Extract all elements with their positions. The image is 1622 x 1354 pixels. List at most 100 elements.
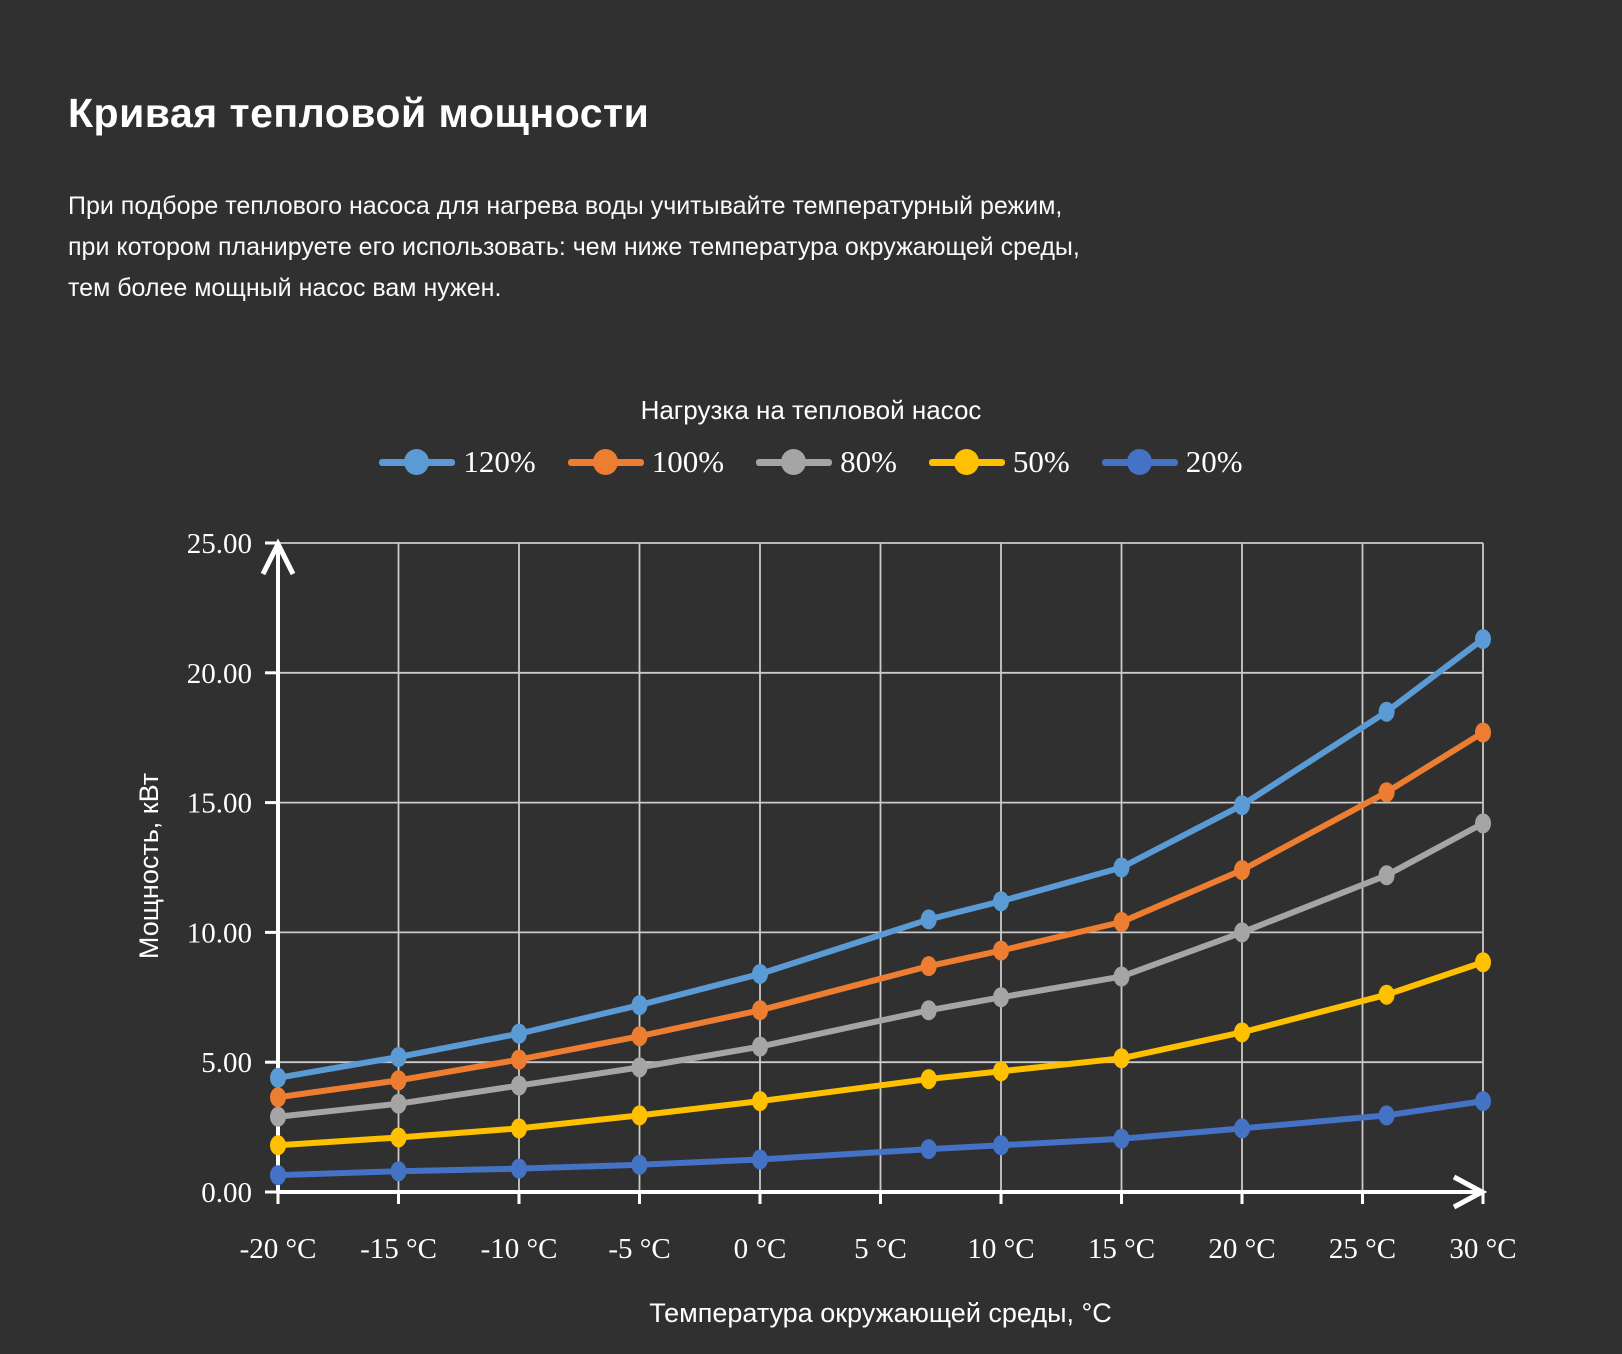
description-line: тем более мощный насос вам нужен. bbox=[68, 274, 502, 302]
data-point-marker bbox=[1234, 1022, 1250, 1043]
x-tick-label: 5 °C bbox=[854, 1233, 907, 1265]
data-point-marker bbox=[511, 1075, 527, 1096]
x-tick-label: 15 °C bbox=[1088, 1233, 1155, 1265]
x-tick-label: -5 °C bbox=[608, 1233, 670, 1265]
legend-dot bbox=[1126, 449, 1152, 475]
legend-label: 50% bbox=[1012, 444, 1070, 479]
data-point-marker bbox=[270, 1135, 286, 1156]
data-point-marker bbox=[920, 1069, 937, 1090]
data-point-marker bbox=[631, 1154, 648, 1175]
data-point-marker bbox=[1378, 984, 1395, 1005]
data-point-marker bbox=[920, 1000, 937, 1021]
legend-label: 20% bbox=[1185, 444, 1243, 479]
legend-item-50: 50% bbox=[928, 444, 1070, 480]
data-point-marker bbox=[1113, 1048, 1130, 1069]
y-axis-title: Мощность, кВт bbox=[134, 773, 164, 959]
data-point-marker bbox=[752, 1000, 768, 1021]
data-point-marker bbox=[511, 1118, 527, 1139]
series-20 bbox=[270, 1091, 1491, 1186]
data-point-marker bbox=[1113, 1128, 1130, 1149]
data-point-marker bbox=[390, 1070, 407, 1091]
data-point-marker bbox=[270, 1087, 286, 1108]
data-point-marker bbox=[993, 987, 1009, 1008]
y-tick-label: 5.00 bbox=[201, 1047, 252, 1079]
data-point-marker bbox=[1234, 1118, 1250, 1139]
data-point-marker bbox=[1378, 1105, 1395, 1126]
data-point-marker bbox=[270, 1067, 286, 1088]
data-point-marker bbox=[511, 1158, 527, 1179]
data-point-marker bbox=[1475, 952, 1491, 973]
data-point-marker bbox=[631, 1105, 648, 1126]
series-100 bbox=[270, 722, 1491, 1108]
data-point-marker bbox=[511, 1049, 527, 1070]
y-tick-label: 0.00 bbox=[201, 1177, 252, 1209]
chart-legend: 120% 100% 80% 50% 20% bbox=[0, 444, 1622, 480]
data-point-marker bbox=[1113, 912, 1130, 933]
data-point-marker bbox=[631, 1026, 648, 1047]
y-tick-label: 15.00 bbox=[187, 788, 252, 820]
page-description: При подборе теплового насоса для нагрева… bbox=[68, 186, 1080, 309]
data-point-marker bbox=[390, 1093, 407, 1114]
data-point-marker bbox=[1378, 701, 1395, 722]
legend-item-120: 120% bbox=[379, 444, 536, 480]
data-point-marker bbox=[1234, 795, 1250, 816]
legend-marker-icon bbox=[756, 448, 833, 476]
legend-marker-icon bbox=[567, 448, 644, 476]
data-point-marker bbox=[631, 995, 648, 1016]
x-tick-label: 20 °C bbox=[1208, 1233, 1275, 1265]
x-axis-title: Температура окружающей среды, °C bbox=[649, 1298, 1112, 1328]
legend-dot bbox=[953, 449, 979, 475]
data-point-marker bbox=[993, 1061, 1009, 1082]
data-point-marker bbox=[752, 963, 768, 984]
data-point-marker bbox=[1234, 860, 1250, 881]
legend-marker-icon bbox=[1101, 448, 1178, 476]
data-point-marker bbox=[1113, 857, 1130, 878]
legend-title: Нагрузка на тепловой насос bbox=[640, 395, 982, 425]
data-point-marker bbox=[993, 940, 1009, 961]
series-80 bbox=[270, 813, 1491, 1127]
x-tick-label: 0 °C bbox=[734, 1233, 787, 1265]
y-tick-label: 20.00 bbox=[187, 658, 252, 690]
legend-dot bbox=[592, 449, 618, 475]
y-tick-label: 10.00 bbox=[187, 917, 252, 949]
x-tick-label: 25 °C bbox=[1329, 1233, 1396, 1265]
data-point-marker bbox=[993, 891, 1009, 912]
series-120 bbox=[270, 629, 1491, 1088]
x-tick-label: -10 °C bbox=[481, 1233, 558, 1265]
data-point-marker bbox=[390, 1047, 407, 1068]
data-point-marker bbox=[270, 1106, 286, 1127]
data-point-marker bbox=[1475, 629, 1491, 650]
x-tick-label: -15 °C bbox=[360, 1233, 437, 1265]
y-tick-label: 25.00 bbox=[187, 528, 252, 560]
x-tick-label: 30 °C bbox=[1449, 1233, 1516, 1265]
data-point-marker bbox=[631, 1057, 648, 1078]
data-point-marker bbox=[1475, 813, 1491, 834]
legend-item-20: 20% bbox=[1101, 444, 1243, 480]
data-point-marker bbox=[993, 1135, 1009, 1156]
data-point-marker bbox=[390, 1127, 407, 1148]
data-point-marker bbox=[1475, 1091, 1491, 1112]
legend-label: 100% bbox=[651, 444, 725, 479]
description-line: при котором планируете его использовать:… bbox=[68, 233, 1080, 261]
legend-label: 120% bbox=[463, 444, 536, 479]
data-point-marker bbox=[920, 1139, 937, 1160]
legend-label: 80% bbox=[840, 444, 897, 479]
legend-item-100: 100% bbox=[567, 444, 725, 480]
data-point-marker bbox=[1378, 782, 1395, 803]
data-point-marker bbox=[752, 1036, 768, 1057]
series-50 bbox=[270, 952, 1491, 1156]
legend-marker-icon bbox=[379, 448, 456, 476]
data-point-marker bbox=[1113, 966, 1130, 987]
data-point-marker bbox=[920, 956, 937, 977]
data-point-marker bbox=[1378, 865, 1395, 886]
page-title: Кривая тепловой мощности bbox=[68, 90, 650, 136]
description-line: При подборе теплового насоса для нагрева… bbox=[68, 192, 1063, 220]
data-point-marker bbox=[270, 1165, 286, 1186]
x-tick-label: 10 °C bbox=[967, 1233, 1034, 1265]
data-point-marker bbox=[752, 1091, 768, 1112]
data-point-marker bbox=[511, 1023, 527, 1044]
x-tick-label: -20 °C bbox=[240, 1233, 317, 1265]
data-point-marker bbox=[752, 1149, 768, 1170]
